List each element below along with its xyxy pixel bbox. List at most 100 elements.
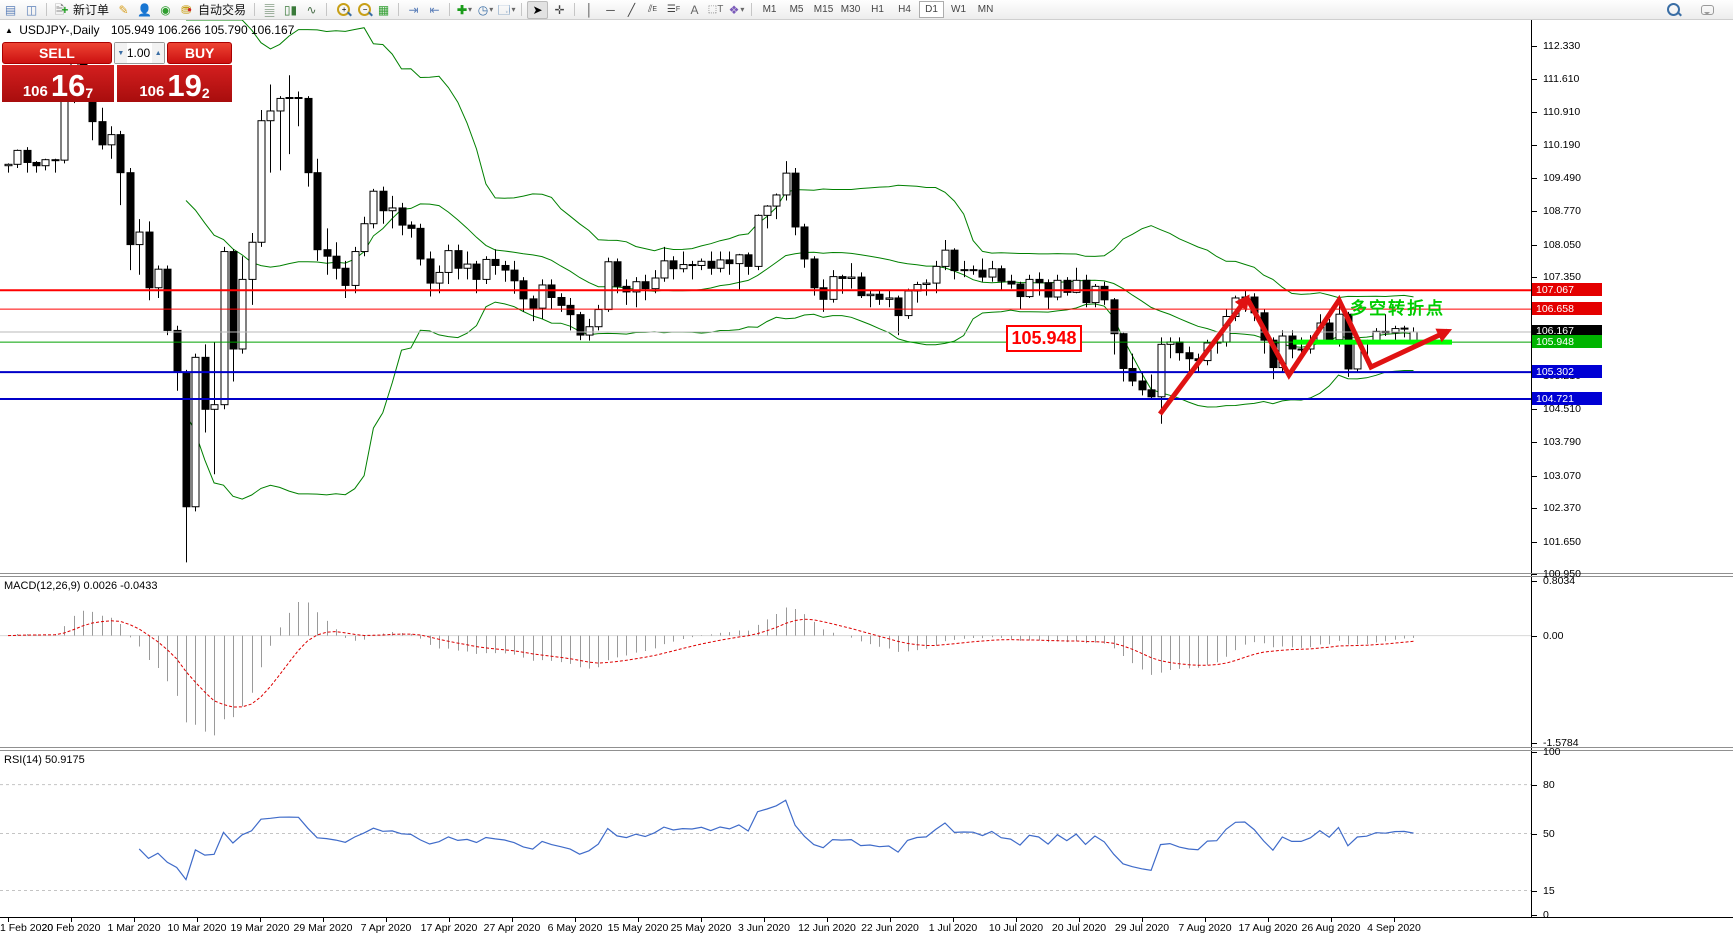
- buy-button[interactable]: BUY: [167, 42, 232, 64]
- timeframe-m1[interactable]: M1: [762, 4, 777, 15]
- candle-body: [725, 259, 734, 265]
- fibonacci-icon[interactable]: ☰ F: [666, 3, 681, 15]
- zoom-out-icon[interactable]: −: [353, 2, 372, 18]
- timeframe-h4[interactable]: H4: [898, 4, 911, 15]
- price-tick-mark: [1532, 277, 1537, 279]
- signals-icon[interactable]: ◉: [160, 2, 171, 17]
- timeframe-h1[interactable]: H1: [871, 4, 884, 15]
- candle-body: [1053, 279, 1062, 298]
- auto-scroll-icon[interactable]: ⇥: [408, 2, 419, 17]
- volume-decrease-button[interactable]: ▼: [114, 43, 127, 63]
- trend-zigzag[interactable]: [1244, 294, 1453, 380]
- candlestick-icon[interactable]: ▯▮: [283, 2, 298, 17]
- candle-body: [369, 190, 378, 225]
- timeframe-mn[interactable]: MN: [977, 4, 994, 15]
- price-callout-label[interactable]: 105.948: [1006, 325, 1082, 352]
- rsi-tick-mark: [1532, 915, 1537, 916]
- candle-body: [894, 297, 903, 317]
- price-tick-mark: [1532, 111, 1537, 113]
- date-tick-label: 22 Jun 2020: [861, 922, 919, 934]
- candle-body: [829, 276, 838, 300]
- candle-body: [576, 314, 585, 336]
- zoom-in-icon[interactable]: +: [332, 2, 351, 18]
- vertical-line-icon[interactable]: │: [585, 2, 594, 17]
- candle-body: [782, 172, 791, 196]
- candle-body: [191, 356, 200, 508]
- candle-body: [1325, 322, 1334, 341]
- price-marker-label: 104.721: [1532, 392, 1602, 406]
- timeframe-d1[interactable]: D1: [919, 1, 945, 18]
- candle-body: [388, 207, 397, 212]
- crosshair-icon[interactable]: ✛: [554, 2, 565, 17]
- candle-body: [885, 297, 894, 300]
- arrows-icon[interactable]: ❖ ▾: [728, 2, 745, 17]
- date-tick-mark: [890, 918, 891, 922]
- trendline-icon[interactable]: ╱: [627, 2, 636, 17]
- strategy-tester-icon[interactable]: ◫: [25, 2, 38, 17]
- label-icon[interactable]: ⬚T: [707, 3, 724, 15]
- panel-separator[interactable]: [0, 750, 1733, 751]
- tile-windows-icon[interactable]: ▦: [377, 2, 390, 17]
- panel-separator[interactable]: [0, 576, 1733, 577]
- auto-trading-label[interactable]: 自动交易: [198, 3, 247, 17]
- date-tick-mark: [8, 918, 9, 922]
- price-tick-label: 111.610: [1543, 73, 1580, 86]
- candle-body: [220, 251, 229, 406]
- panel-separator[interactable]: [0, 747, 1733, 748]
- candle-body: [463, 263, 472, 269]
- timeframe-m5[interactable]: M5: [789, 4, 804, 15]
- add-indicator-icon[interactable]: ✚ ▾: [456, 2, 473, 17]
- sell-price-display[interactable]: 106 16 7: [2, 65, 114, 102]
- price-tick-label: 104.510: [1543, 402, 1581, 415]
- chart-shift-icon[interactable]: ⇤: [429, 2, 440, 17]
- cursor-icon[interactable]: ➤: [527, 0, 549, 19]
- candle-body: [4, 163, 13, 167]
- periods-icon[interactable]: ◷ ▾: [477, 2, 494, 17]
- trend-arrow[interactable]: [1158, 294, 1250, 416]
- candle-body: [997, 268, 1006, 282]
- terminal-icon[interactable]: ▤: [4, 2, 17, 17]
- price-marker-label: 106.167: [1532, 324, 1602, 338]
- candle-body: [201, 356, 210, 410]
- date-tick-mark: [575, 918, 576, 922]
- new-order-label[interactable]: 新订单: [73, 3, 110, 17]
- price-tick-mark: [1532, 177, 1537, 179]
- line-chart-icon[interactable]: ∿: [306, 2, 317, 17]
- candle-body: [107, 134, 116, 146]
- horizontal-line-icon[interactable]: ─: [606, 2, 615, 17]
- buy-price-display[interactable]: 106 19 2: [117, 65, 232, 102]
- chat-icon[interactable]: [1698, 2, 1717, 18]
- date-tick-label: 3 Jun 2020: [738, 922, 790, 934]
- autotrading-icon[interactable]: ⛃ ●: [181, 2, 192, 17]
- date-tick-mark: [71, 918, 72, 922]
- template-icon[interactable]: 🗔 ▾: [497, 2, 516, 17]
- candle-body: [960, 269, 969, 272]
- candle-body: [501, 264, 510, 271]
- search-icon[interactable]: [1664, 2, 1683, 18]
- rsi-tick-label: 80: [1543, 778, 1555, 791]
- sell-button[interactable]: SELL: [2, 42, 112, 64]
- date-tick-label: 17 Apr 2020: [420, 922, 478, 934]
- timeframe-w1[interactable]: W1: [951, 4, 967, 15]
- price-tick-label: 107.350: [1543, 271, 1581, 284]
- bar-chart-icon[interactable]: 𝄛: [264, 2, 275, 17]
- timeframe-m15[interactable]: M15: [813, 4, 834, 15]
- draw-icon[interactable]: ✎: [118, 2, 129, 17]
- candle-body: [660, 260, 669, 279]
- rsi-tick-mark: [1532, 784, 1537, 786]
- price-tick-mark: [1532, 442, 1537, 444]
- channel-icon[interactable]: ⫽ E: [647, 3, 658, 15]
- timeframe-m30[interactable]: M30: [840, 4, 861, 15]
- support-segment[interactable]: [1293, 339, 1452, 345]
- text-icon[interactable]: A: [690, 2, 699, 17]
- price-tick-label: 110.910: [1543, 105, 1581, 118]
- candle-body: [182, 371, 191, 508]
- community-icon[interactable]: 👤: [137, 2, 152, 17]
- volume-increase-button[interactable]: ▲: [152, 43, 165, 63]
- panel-separator[interactable]: [0, 573, 1733, 574]
- volume-input[interactable]: 1.00: [126, 46, 151, 60]
- new-order-icon[interactable]: 🗎 +: [54, 2, 69, 17]
- candle-body: [1035, 278, 1044, 284]
- pivot-annotation-text[interactable]: 多空转折点: [1350, 299, 1445, 318]
